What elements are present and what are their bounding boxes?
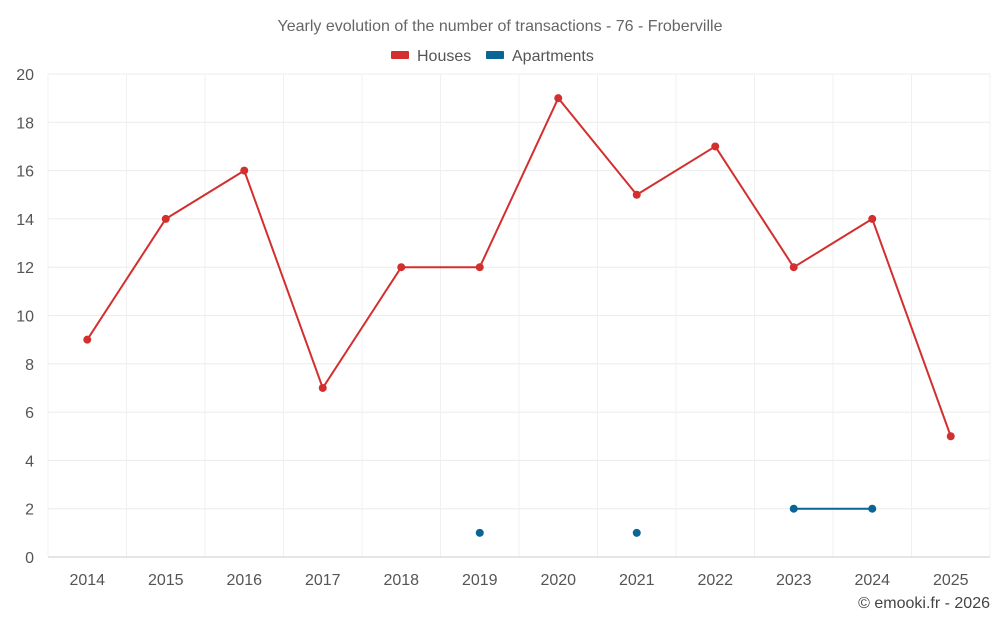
y-tick-label: 4	[25, 453, 34, 470]
data-point-houses-2017[interactable]	[318, 383, 327, 392]
data-point-houses-2022[interactable]	[711, 142, 720, 151]
grid	[47, 73, 991, 558]
series-line-segment	[871, 217, 952, 438]
y-tick-label: 10	[16, 309, 34, 326]
y-tick-label: 18	[16, 115, 34, 132]
data-point-houses-2023[interactable]	[789, 263, 798, 272]
x-tick-label: 2017	[305, 572, 341, 589]
series-line-segment	[635, 145, 717, 196]
data-point-houses-2024[interactable]	[868, 214, 877, 223]
y-tick-label: 20	[16, 67, 34, 84]
series-line-segment	[321, 266, 403, 389]
data-point-houses-2020[interactable]	[554, 94, 563, 103]
x-tick-label: 2024	[854, 572, 890, 589]
data-point-houses-2016[interactable]	[240, 166, 249, 175]
x-tick-label: 2014	[69, 572, 105, 589]
series-houses	[83, 94, 955, 441]
data-point-houses-2025[interactable]	[946, 432, 955, 441]
x-tick-label: 2021	[619, 572, 655, 589]
y-tick-label: 6	[25, 405, 34, 422]
data-point-apartments-2021[interactable]	[632, 528, 641, 537]
series-line-segment	[714, 145, 795, 269]
x-tick-label: 2020	[540, 572, 576, 589]
credit-text: © emooki.fr - 2026	[858, 595, 990, 612]
data-point-houses-2015[interactable]	[161, 214, 170, 223]
x-tick-label: 2023	[776, 572, 812, 589]
data-point-apartments-2024[interactable]	[868, 504, 877, 513]
series-line-segment	[557, 97, 638, 196]
legend: Houses Apartments	[391, 48, 594, 65]
x-tick-label: 2016	[226, 572, 262, 589]
axes: 0 2 4 6 8 10 12 14 16 18 20 2014 2015 2016 2017 2018 201…	[16, 67, 990, 589]
data-point-houses-2019[interactable]	[475, 263, 484, 272]
series-line-segment	[86, 217, 167, 341]
data-point-houses-2021[interactable]	[632, 190, 641, 199]
y-tick-label: 14	[16, 212, 34, 229]
data-point-apartments-2019[interactable]	[475, 528, 484, 537]
y-tick-label: 8	[25, 357, 34, 374]
data-point-houses-2014[interactable]	[83, 335, 92, 344]
legend-swatch-apartments[interactable]	[486, 51, 504, 59]
x-tick-label: 2022	[697, 572, 733, 589]
y-tick-label: 0	[25, 550, 34, 567]
legend-swatch-houses[interactable]	[391, 51, 409, 59]
x-tick-label: 2025	[933, 572, 969, 589]
series-line-segment	[243, 169, 324, 389]
series-line-segment	[478, 97, 560, 269]
y-tick-label: 16	[16, 164, 34, 181]
y-tick-label: 2	[25, 502, 34, 519]
series-line-segment	[164, 169, 246, 220]
series-layer	[83, 94, 955, 537]
x-tick-label: 2019	[462, 572, 498, 589]
series-line-segment	[792, 217, 874, 269]
x-tick-label: 2015	[148, 572, 184, 589]
chart-title: Yearly evolution of the number of transa…	[278, 18, 723, 35]
y-tick-label: 12	[16, 260, 34, 277]
legend-label-houses[interactable]: Houses	[417, 48, 471, 65]
data-point-apartments-2023[interactable]	[789, 504, 798, 513]
legend-label-apartments[interactable]: Apartments	[512, 48, 594, 65]
data-point-houses-2018[interactable]	[397, 263, 406, 272]
x-tick-label: 2018	[383, 572, 419, 589]
series-apartments	[475, 504, 877, 537]
